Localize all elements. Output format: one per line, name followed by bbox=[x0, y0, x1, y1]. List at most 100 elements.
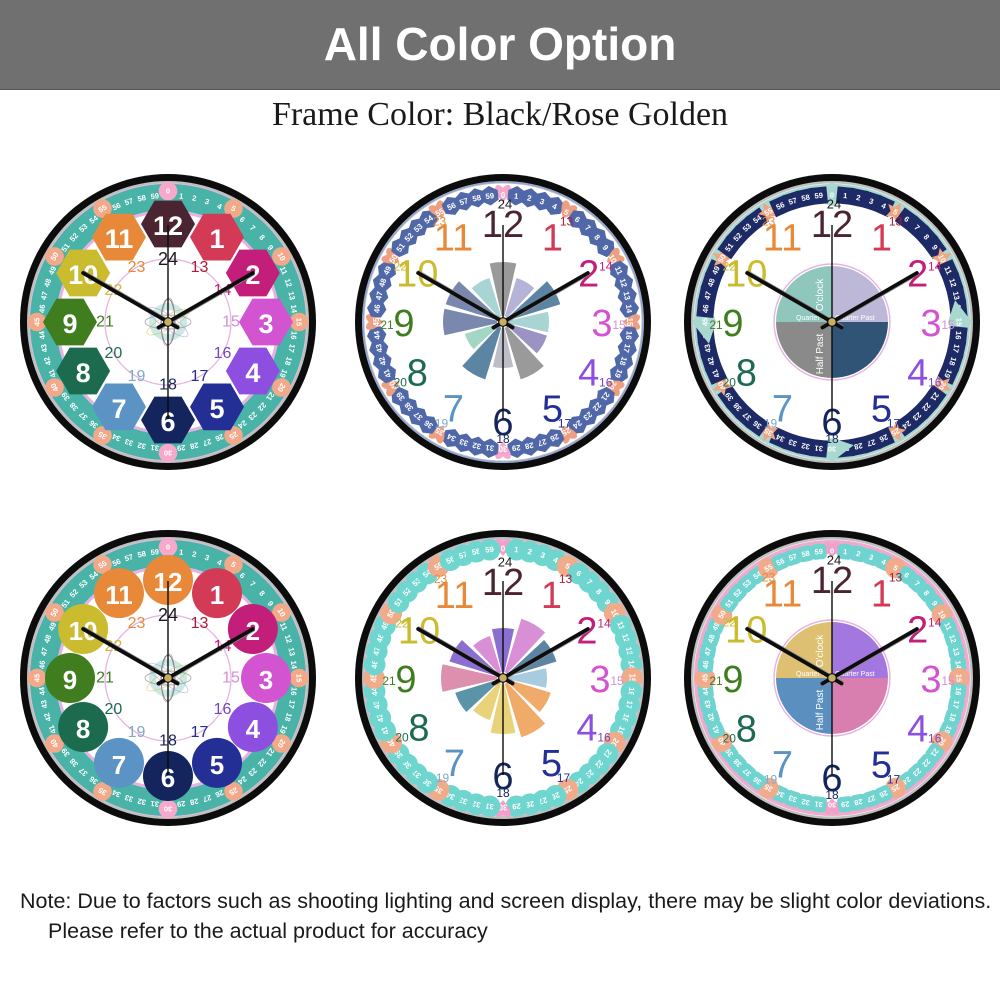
svg-text:20: 20 bbox=[395, 731, 409, 745]
svg-text:22: 22 bbox=[394, 260, 408, 274]
svg-text:46: 46 bbox=[701, 660, 711, 669]
svg-text:O'clock: O'clock bbox=[815, 634, 826, 667]
svg-text:22: 22 bbox=[723, 260, 737, 274]
svg-text:0: 0 bbox=[166, 543, 170, 552]
svg-text:15: 15 bbox=[295, 318, 304, 327]
svg-text:11: 11 bbox=[105, 580, 133, 610]
svg-text:19: 19 bbox=[764, 417, 778, 431]
svg-text:8: 8 bbox=[408, 708, 429, 750]
svg-text:45: 45 bbox=[701, 317, 710, 326]
svg-text:23: 23 bbox=[128, 259, 146, 276]
svg-text:17: 17 bbox=[558, 417, 572, 431]
svg-text:13: 13 bbox=[191, 615, 209, 632]
svg-text:13: 13 bbox=[889, 570, 903, 584]
svg-text:45: 45 bbox=[33, 317, 42, 326]
svg-text:19: 19 bbox=[436, 771, 450, 785]
svg-text:24: 24 bbox=[498, 197, 512, 212]
svg-text:17: 17 bbox=[191, 724, 209, 741]
svg-text:20: 20 bbox=[105, 345, 123, 362]
svg-text:23: 23 bbox=[762, 214, 776, 228]
svg-text:15: 15 bbox=[295, 674, 304, 683]
svg-text:14: 14 bbox=[928, 616, 942, 630]
svg-text:15: 15 bbox=[610, 674, 624, 688]
svg-text:9: 9 bbox=[62, 309, 77, 339]
svg-text:3: 3 bbox=[920, 659, 941, 701]
svg-text:28: 28 bbox=[853, 441, 863, 452]
svg-text:21: 21 bbox=[96, 314, 114, 331]
svg-text:16: 16 bbox=[214, 345, 232, 362]
svg-text:31: 31 bbox=[814, 799, 823, 809]
svg-text:31: 31 bbox=[484, 443, 494, 453]
svg-text:13: 13 bbox=[560, 214, 574, 228]
svg-text:14: 14 bbox=[928, 260, 942, 274]
svg-text:3: 3 bbox=[591, 303, 612, 345]
svg-text:0: 0 bbox=[501, 545, 506, 554]
svg-text:15: 15 bbox=[612, 318, 626, 332]
svg-text:23: 23 bbox=[434, 572, 448, 586]
svg-text:15: 15 bbox=[941, 674, 955, 688]
svg-text:22: 22 bbox=[395, 617, 409, 631]
svg-text:8: 8 bbox=[76, 714, 90, 744]
svg-text:18: 18 bbox=[496, 786, 510, 800]
svg-text:16: 16 bbox=[289, 331, 299, 340]
svg-text:29: 29 bbox=[511, 801, 521, 811]
svg-text:18: 18 bbox=[496, 432, 510, 446]
svg-text:3: 3 bbox=[920, 303, 941, 345]
svg-text:0: 0 bbox=[166, 187, 170, 196]
svg-text:59: 59 bbox=[485, 191, 495, 201]
svg-text:15: 15 bbox=[222, 314, 240, 331]
svg-text:14: 14 bbox=[599, 260, 613, 274]
svg-text:19: 19 bbox=[128, 368, 146, 385]
svg-text:7: 7 bbox=[111, 394, 126, 424]
svg-text:4: 4 bbox=[246, 714, 261, 744]
svg-text:9: 9 bbox=[722, 659, 743, 701]
svg-text:16: 16 bbox=[928, 732, 942, 746]
svg-text:17: 17 bbox=[887, 417, 901, 431]
svg-text:46: 46 bbox=[701, 304, 711, 313]
svg-text:4: 4 bbox=[576, 708, 597, 750]
svg-text:16: 16 bbox=[597, 731, 611, 745]
svg-text:30: 30 bbox=[164, 449, 172, 458]
svg-text:59: 59 bbox=[814, 547, 823, 557]
svg-text:19: 19 bbox=[435, 417, 449, 431]
svg-text:24: 24 bbox=[827, 197, 841, 212]
svg-text:O'clock: O'clock bbox=[815, 278, 826, 311]
svg-text:59: 59 bbox=[150, 191, 159, 201]
svg-text:30: 30 bbox=[164, 805, 172, 814]
svg-text:18: 18 bbox=[825, 432, 839, 446]
svg-text:14: 14 bbox=[597, 617, 611, 631]
svg-text:5: 5 bbox=[210, 750, 224, 780]
svg-text:5: 5 bbox=[209, 394, 224, 424]
svg-text:29: 29 bbox=[511, 443, 521, 453]
svg-text:47: 47 bbox=[39, 647, 50, 657]
svg-text:20: 20 bbox=[723, 732, 737, 746]
svg-text:20: 20 bbox=[723, 376, 737, 390]
svg-text:16: 16 bbox=[599, 376, 613, 390]
svg-text:17: 17 bbox=[557, 771, 571, 785]
svg-text:21: 21 bbox=[96, 670, 114, 687]
svg-text:13: 13 bbox=[889, 214, 903, 228]
svg-text:8: 8 bbox=[76, 358, 91, 388]
svg-text:3: 3 bbox=[258, 309, 273, 339]
svg-text:13: 13 bbox=[191, 259, 209, 276]
svg-text:47: 47 bbox=[39, 291, 50, 301]
svg-text:11: 11 bbox=[105, 224, 134, 254]
svg-text:Half Past: Half Past bbox=[815, 333, 826, 374]
svg-text:Half Past: Half Past bbox=[815, 689, 826, 730]
svg-text:29: 29 bbox=[841, 799, 850, 809]
svg-text:46: 46 bbox=[37, 660, 47, 669]
svg-text:21: 21 bbox=[709, 318, 723, 332]
svg-text:29: 29 bbox=[177, 443, 186, 453]
svg-text:45: 45 bbox=[701, 674, 710, 682]
svg-text:59: 59 bbox=[150, 547, 159, 557]
svg-text:23: 23 bbox=[762, 570, 776, 584]
svg-text:23: 23 bbox=[433, 214, 447, 228]
svg-text:4: 4 bbox=[578, 353, 599, 395]
svg-text:15: 15 bbox=[955, 674, 964, 682]
svg-text:16: 16 bbox=[214, 701, 232, 718]
svg-text:4: 4 bbox=[245, 358, 260, 388]
svg-text:4: 4 bbox=[907, 709, 928, 751]
svg-text:18: 18 bbox=[825, 788, 839, 802]
svg-text:24: 24 bbox=[827, 553, 841, 568]
svg-text:9: 9 bbox=[393, 303, 414, 345]
